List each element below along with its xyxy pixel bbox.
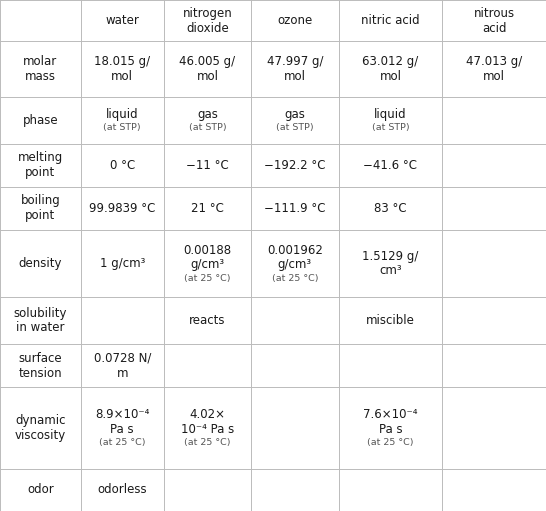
Text: (at 25 °C): (at 25 °C) [184,274,231,283]
Text: gas: gas [284,108,305,121]
Text: ozone: ozone [277,14,312,27]
Text: melting: melting [18,151,63,165]
Text: boiling: boiling [21,195,60,207]
Text: odorless: odorless [98,483,147,497]
Text: mol: mol [111,70,133,83]
Text: 47.013 g/: 47.013 g/ [466,55,523,68]
Text: −111.9 °C: −111.9 °C [264,202,325,215]
Text: (at STP): (at STP) [372,123,409,132]
Text: 0.0728 N/: 0.0728 N/ [93,352,151,365]
Text: cm³: cm³ [379,264,402,277]
Text: m: m [116,366,128,380]
Text: g/cm³: g/cm³ [191,259,224,271]
Text: 0 °C: 0 °C [110,159,135,172]
Text: tension: tension [19,366,62,380]
Text: −192.2 °C: −192.2 °C [264,159,325,172]
Text: miscible: miscible [366,314,415,327]
Text: mol: mol [197,70,218,83]
Text: viscosity: viscosity [15,429,66,442]
Text: (at 25 °C): (at 25 °C) [99,438,146,447]
Text: odor: odor [27,483,54,497]
Text: 99.9839 °C: 99.9839 °C [89,202,156,215]
Text: (at 25 °C): (at 25 °C) [271,274,318,283]
Text: 1.5129 g/: 1.5129 g/ [362,249,419,263]
Text: solubility: solubility [14,307,67,320]
Text: 46.005 g/: 46.005 g/ [180,55,235,68]
Text: dioxide: dioxide [186,21,229,35]
Text: −11 °C: −11 °C [186,159,229,172]
Text: 0.00188: 0.00188 [183,244,232,257]
Text: 10⁻⁴ Pa s: 10⁻⁴ Pa s [181,423,234,436]
Text: g/cm³: g/cm³ [278,259,312,271]
Text: 0.001962: 0.001962 [267,244,323,257]
Text: Pa s: Pa s [110,423,134,436]
Text: 18.015 g/: 18.015 g/ [94,55,150,68]
Text: in water: in water [16,321,64,334]
Text: point: point [25,209,56,222]
Text: liquid: liquid [106,108,139,121]
Text: phase: phase [22,113,58,127]
Text: dynamic: dynamic [15,414,66,427]
Text: nitrous: nitrous [473,7,515,20]
Text: liquid: liquid [374,108,407,121]
Text: 63.012 g/: 63.012 g/ [362,55,419,68]
Text: mol: mol [379,70,401,83]
Text: nitric acid: nitric acid [361,14,420,27]
Text: acid: acid [482,21,506,35]
Text: mass: mass [25,70,56,83]
Text: reacts: reacts [189,314,225,327]
Text: point: point [25,166,56,179]
Text: −41.6 °C: −41.6 °C [364,159,417,172]
Text: 83 °C: 83 °C [374,202,407,215]
Text: 47.997 g/: 47.997 g/ [266,55,323,68]
Text: surface: surface [19,352,62,365]
Text: (at STP): (at STP) [189,123,226,132]
Text: Pa s: Pa s [378,423,402,436]
Text: (at STP): (at STP) [276,123,313,132]
Text: 4.02×: 4.02× [189,408,225,422]
Text: molar: molar [23,55,57,68]
Text: 1 g/cm³: 1 g/cm³ [99,257,145,270]
Text: 8.9×10⁻⁴: 8.9×10⁻⁴ [95,408,150,422]
Text: density: density [19,257,62,270]
Text: nitrogen: nitrogen [182,7,233,20]
Text: 7.6×10⁻⁴: 7.6×10⁻⁴ [363,408,418,422]
Text: water: water [105,14,139,27]
Text: (at 25 °C): (at 25 °C) [184,438,231,447]
Text: mol: mol [483,70,505,83]
Text: mol: mol [284,70,306,83]
Text: (at STP): (at STP) [104,123,141,132]
Text: (at 25 °C): (at 25 °C) [367,438,414,447]
Text: gas: gas [197,108,218,121]
Text: 21 °C: 21 °C [191,202,224,215]
